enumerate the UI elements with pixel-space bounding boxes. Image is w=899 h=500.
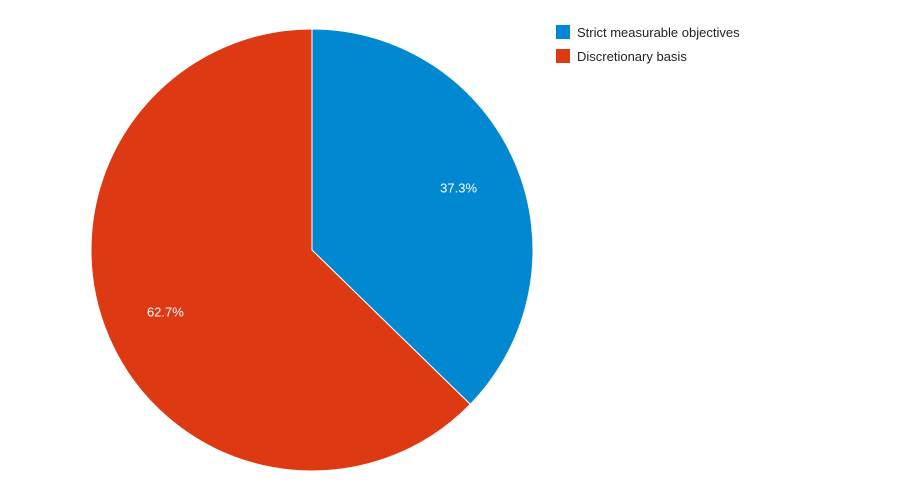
slice-value-label-2: 62.7%	[147, 304, 184, 319]
legend-item-discretionary-basis[interactable]: Discretionary basis	[556, 48, 740, 64]
legend-swatch-icon	[556, 49, 570, 63]
pie-slice-2[interactable]	[90, 28, 471, 472]
legend-label: Discretionary basis	[577, 48, 687, 64]
slice-value-label-1: 37.3%	[440, 181, 477, 196]
legend-swatch-icon	[556, 25, 570, 39]
pie-slice-1[interactable]	[311, 28, 534, 406]
chart-legend: Strict measurable objectives Discretiona…	[556, 24, 740, 72]
legend-item-strict-measurable-objectives[interactable]: Strict measurable objectives	[556, 24, 740, 40]
legend-label: Strict measurable objectives	[577, 24, 740, 40]
